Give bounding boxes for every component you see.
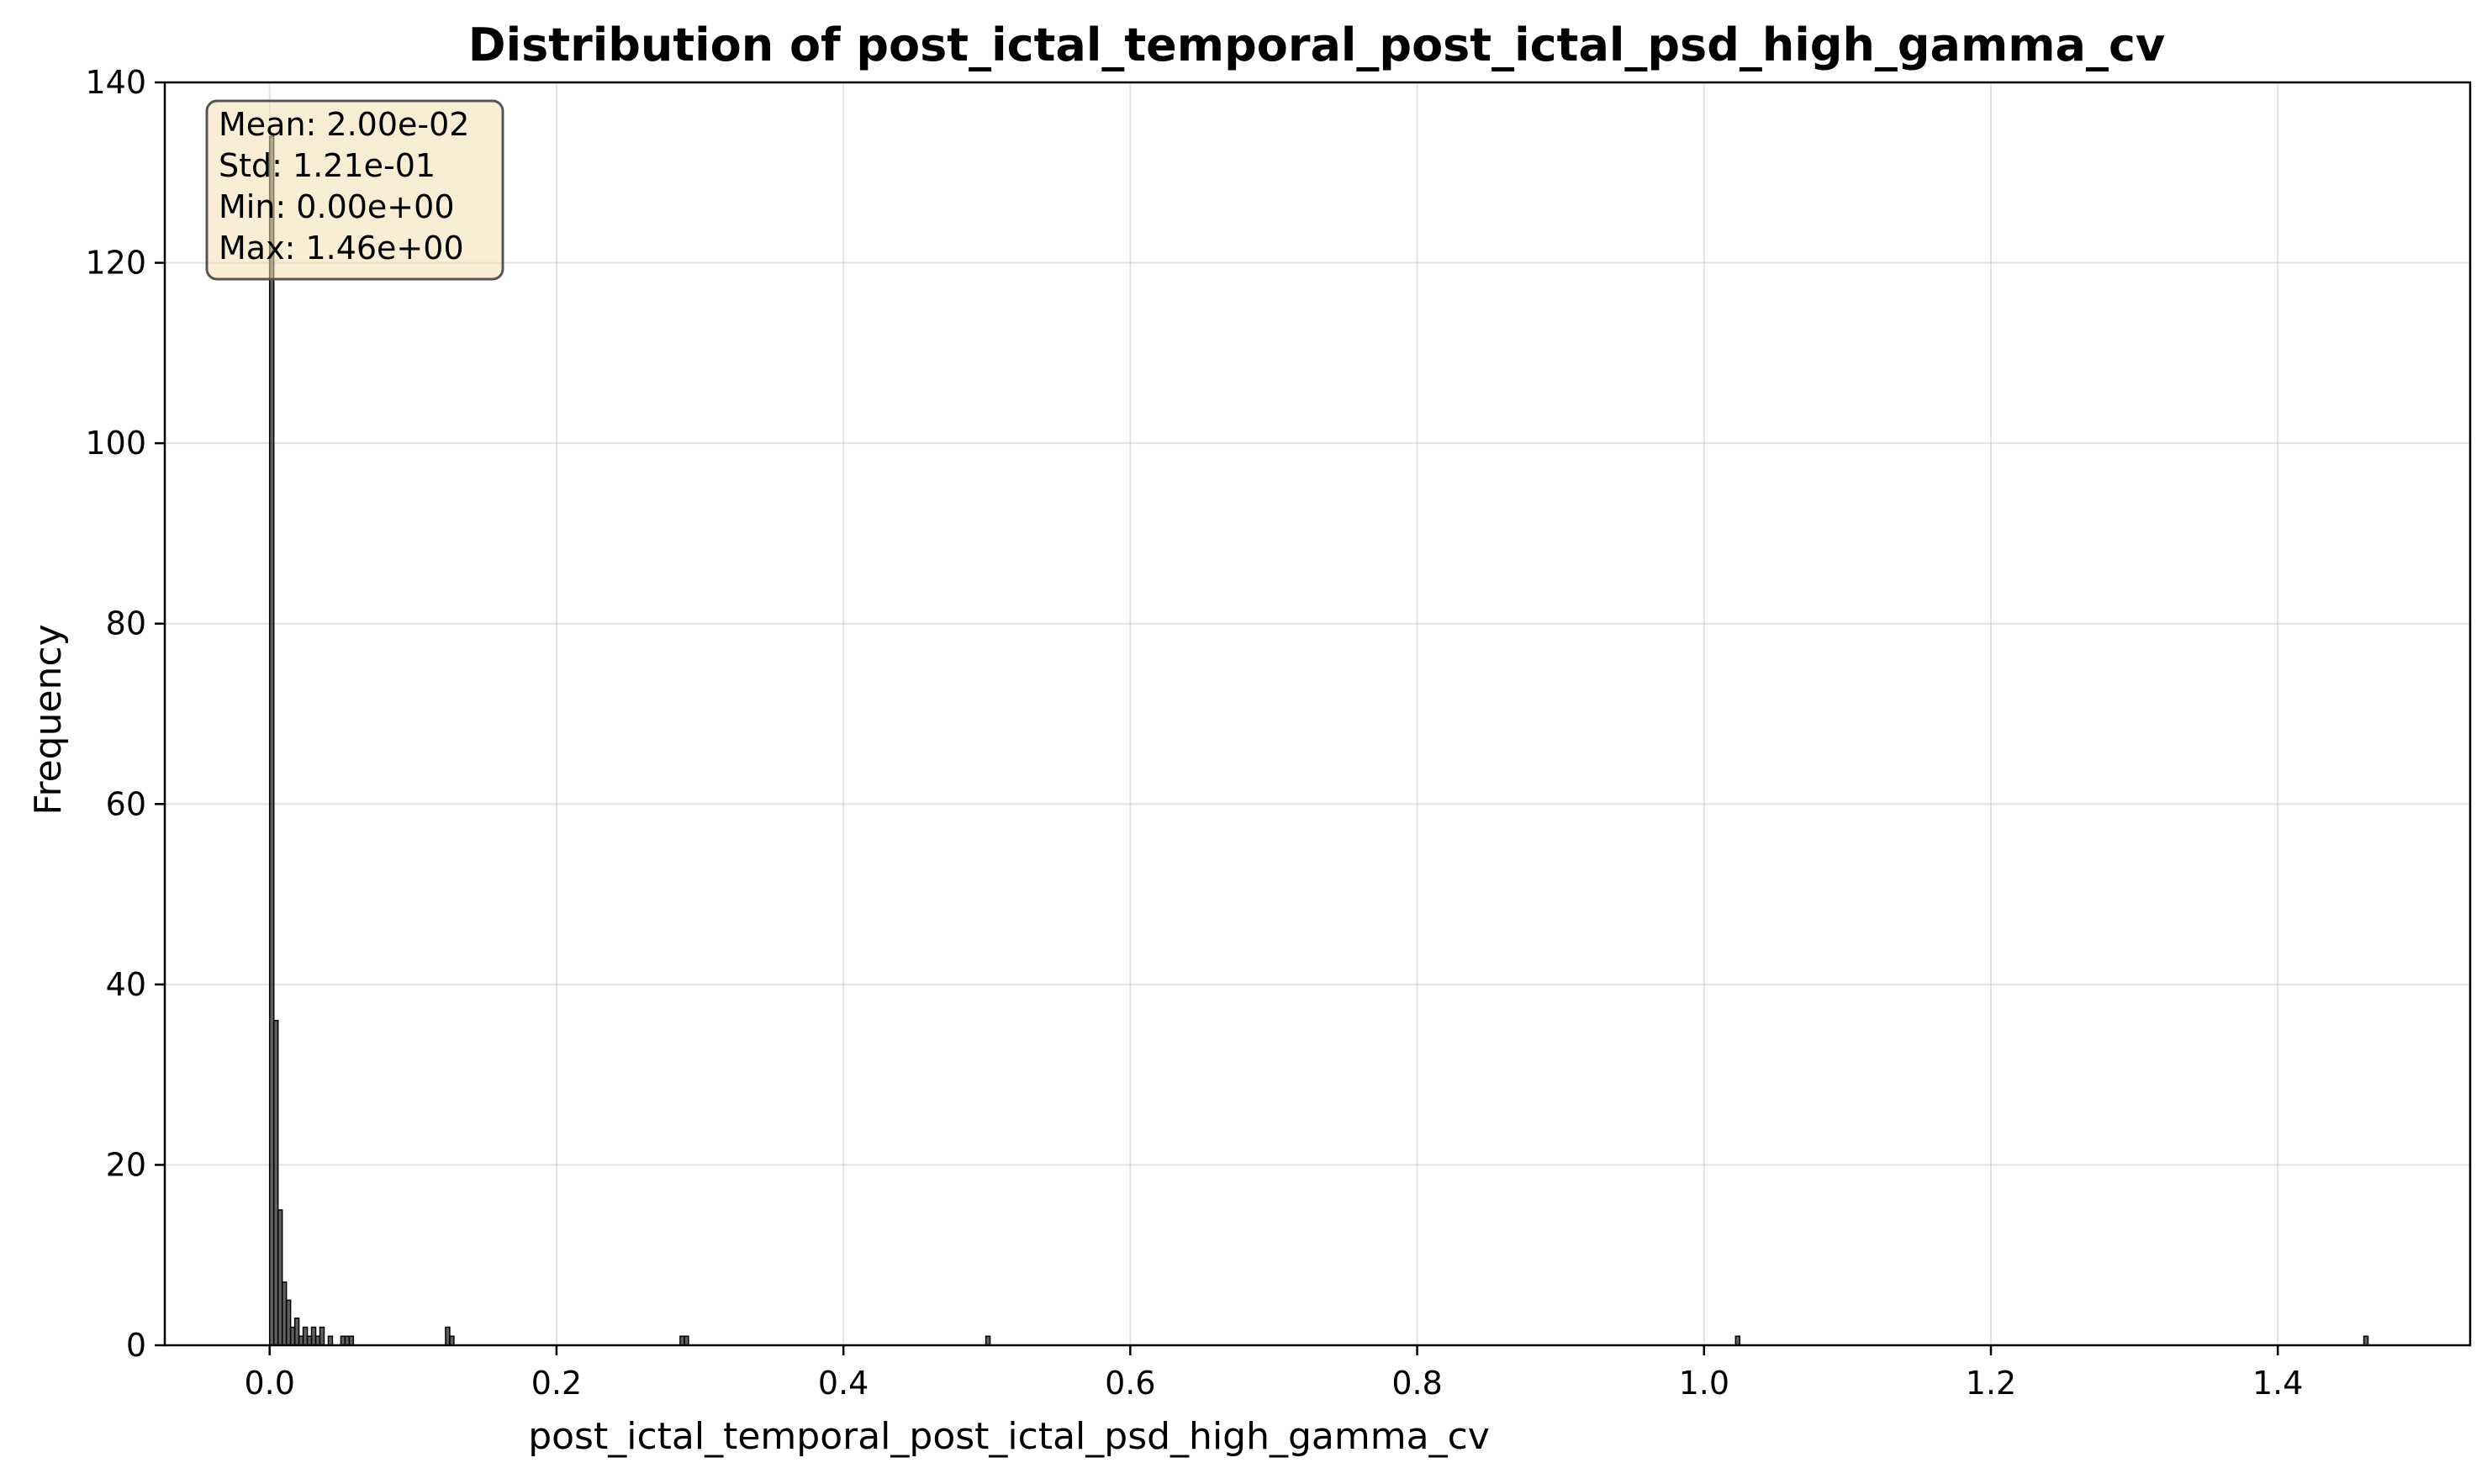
stats-box: Mean: 2.00e-02 Std: 1.21e-01 Min: 0.00e+…	[205, 99, 504, 281]
stats-std: Std: 1.21e-01	[219, 147, 436, 184]
histogram-bar	[2363, 1335, 2369, 1346]
y-axis: 0 20 40 60 80 100 120 140	[85, 64, 165, 1364]
histogram-bar	[684, 1335, 689, 1346]
histogram-bar	[1734, 1335, 1741, 1346]
y-tick-label: 40	[106, 966, 146, 1003]
histogram-bar	[319, 1326, 325, 1346]
plot-frame	[163, 81, 2472, 1347]
x-tick-label: 1.2	[1966, 1365, 2016, 1402]
x-axis: 0.0 0.2 0.4 0.6 0.8 1.0 1.2 1.4	[244, 1345, 2303, 1402]
y-tick-label: 20	[106, 1146, 146, 1183]
x-tick-label: 0.0	[244, 1365, 294, 1402]
y-tick-label: 100	[85, 425, 146, 462]
bars	[268, 135, 2369, 1346]
x-tick-label: 0.6	[1105, 1365, 1155, 1402]
histogram-bar	[985, 1335, 991, 1346]
y-tick-label: 80	[106, 605, 146, 642]
y-tick-label: 0	[126, 1327, 146, 1364]
x-tick-label: 0.4	[818, 1365, 869, 1402]
x-tick-label: 1.4	[2252, 1365, 2303, 1402]
grid	[165, 82, 2470, 1346]
y-tick-label: 140	[85, 64, 146, 101]
y-axis-label: Frequency	[27, 624, 70, 815]
histogram-bar	[348, 1335, 355, 1346]
x-tick-label: 1.0	[1679, 1365, 1729, 1402]
chart-title: Distribution of post_ictal_temporal_post…	[468, 18, 2165, 71]
histogram-bar	[327, 1335, 334, 1346]
y-tick-label: 60	[106, 785, 146, 822]
x-tick-label: 0.2	[531, 1365, 582, 1402]
stats-box-background	[205, 99, 504, 281]
stats-min: Min: 0.00e+00	[219, 188, 455, 225]
stats-max: Max: 1.46e+00	[219, 230, 464, 267]
x-tick-label: 0.8	[1391, 1365, 1442, 1402]
x-axis-label: post_ictal_temporal_post_ictal_psd_high_…	[528, 1415, 1490, 1458]
y-tick-label: 120	[85, 245, 146, 282]
stats-mean: Mean: 2.00e-02	[219, 106, 469, 143]
histogram-bar	[449, 1335, 455, 1346]
